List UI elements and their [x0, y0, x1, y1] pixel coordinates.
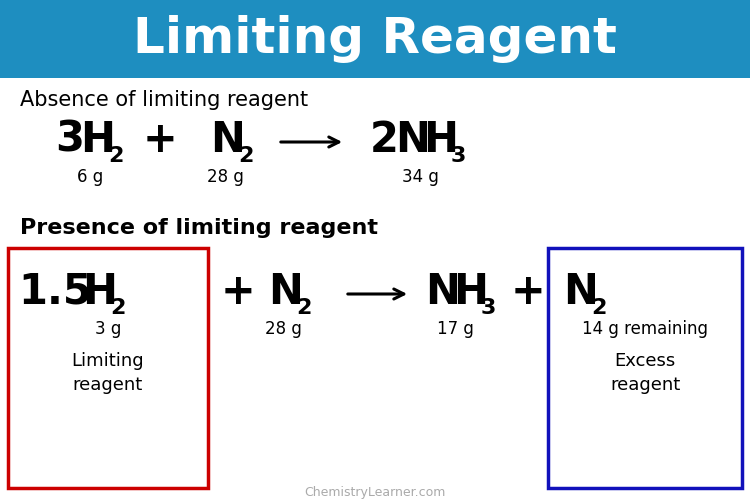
Text: H: H [82, 271, 117, 313]
Text: Excess: Excess [614, 352, 676, 370]
Text: 2: 2 [238, 146, 254, 166]
Text: 2: 2 [591, 298, 606, 318]
Text: +: + [142, 119, 177, 161]
Text: 28 g: 28 g [265, 320, 302, 338]
Text: ChemistryLearner.com: ChemistryLearner.com [304, 486, 446, 499]
Text: N: N [563, 271, 598, 313]
Text: 28 g: 28 g [206, 168, 244, 186]
Text: 2: 2 [370, 119, 399, 161]
Text: 1.5: 1.5 [18, 271, 92, 313]
Text: N: N [395, 119, 430, 161]
Text: N: N [210, 119, 244, 161]
Text: +: + [220, 271, 255, 313]
Text: 2: 2 [296, 298, 311, 318]
Text: Presence of limiting reagent: Presence of limiting reagent [20, 218, 378, 238]
Bar [0, 0, 750, 78]
Text: 3: 3 [481, 298, 496, 318]
Text: 34 g: 34 g [401, 168, 439, 186]
Bar [548, 248, 742, 488]
Text: 2: 2 [108, 146, 123, 166]
Text: Limiting: Limiting [72, 352, 144, 370]
Text: 3: 3 [451, 146, 466, 166]
Text: 14 g remaining: 14 g remaining [582, 320, 708, 338]
Bar [8, 248, 208, 488]
Text: H: H [80, 119, 115, 161]
Text: N: N [268, 271, 303, 313]
Text: reagent: reagent [610, 376, 680, 394]
Text: reagent: reagent [73, 376, 143, 394]
Text: 3 g: 3 g [94, 320, 122, 338]
Text: Limiting Reagent: Limiting Reagent [133, 15, 617, 63]
Text: H: H [423, 119, 458, 161]
Text: H: H [453, 271, 488, 313]
Text: Absence of limiting reagent: Absence of limiting reagent [20, 90, 308, 110]
Text: 6 g: 6 g [76, 168, 103, 186]
Text: 2: 2 [110, 298, 125, 318]
Text: 3: 3 [55, 119, 84, 161]
Text: 17 g: 17 g [436, 320, 473, 338]
Text: N: N [425, 271, 460, 313]
Text: +: + [511, 271, 545, 313]
